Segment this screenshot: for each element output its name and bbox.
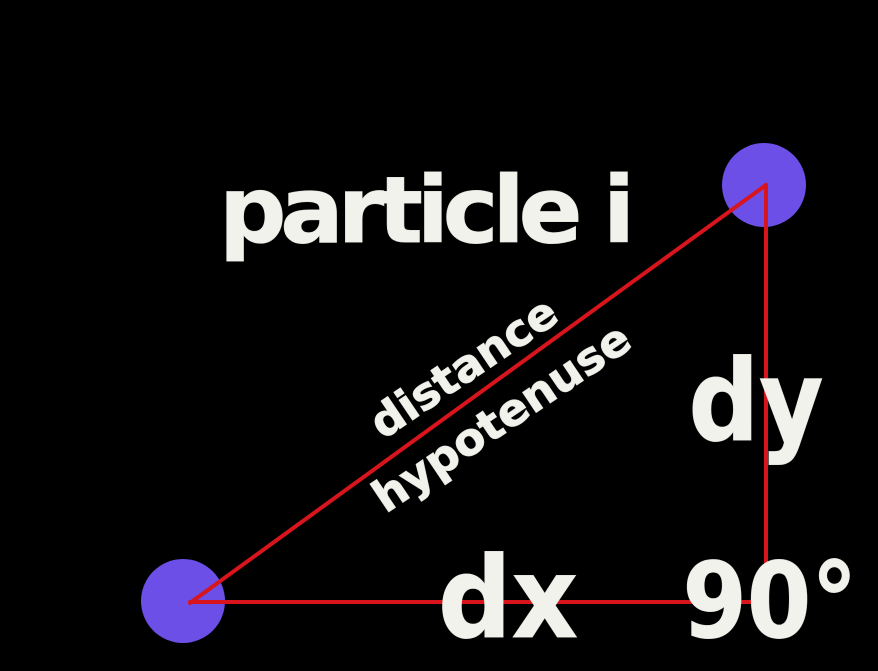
hypotenuse-line xyxy=(188,183,768,605)
right-angle-label: 90° xyxy=(683,540,858,662)
particle-j-dot xyxy=(141,559,225,643)
dx-label: dx xyxy=(438,534,578,664)
particle-i-label: particle i xyxy=(219,157,629,264)
dy-label: dy xyxy=(689,337,824,467)
